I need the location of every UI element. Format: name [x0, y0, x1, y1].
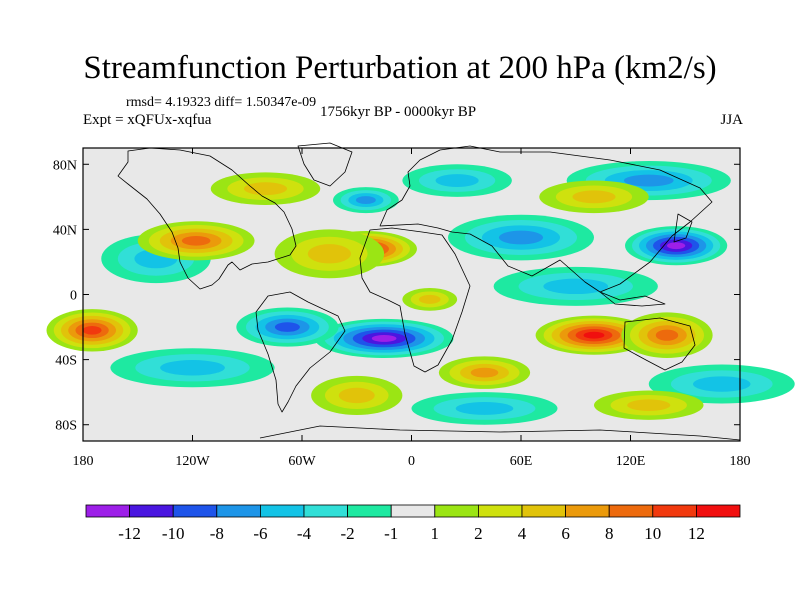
colorbar-swatch-9 [477, 504, 523, 518]
colorbar-label-3: -6 [253, 524, 267, 543]
anomaly-13-band-2 [307, 244, 351, 264]
anomaly-21-band-2 [418, 294, 441, 304]
anomaly-8-band-2 [543, 278, 609, 295]
anomaly-17-band-5 [82, 325, 102, 335]
axis-ticks: 180 120W 60W 0 60E 120E 180 80N 40N 0 40S 80S [53, 148, 751, 469]
lat-tick-label-3: 40S [55, 354, 77, 369]
colorbar-swatch-0 [85, 504, 130, 518]
colorbar-swatch-2 [172, 504, 218, 518]
anomaly-15-band-6 [583, 331, 605, 339]
coast-greenland [297, 142, 353, 187]
anomaly-9-band-2 [160, 360, 225, 376]
colorbar-swatch-7 [390, 504, 436, 518]
colorbar-label-1: -10 [162, 524, 185, 543]
coast-japan [673, 213, 693, 243]
anomaly-4-band-2 [435, 174, 479, 187]
time-period-label: 1756kyr BP - 0000kyr BP [320, 104, 477, 120]
colorbar-label-5: -2 [341, 524, 355, 543]
coast-south-america [255, 291, 346, 413]
lon-tick-label-2: 60W [288, 454, 316, 469]
contour-field [46, 148, 795, 441]
colorbar-label-7: 1 [431, 524, 440, 543]
season-label: JJA [720, 112, 743, 128]
anomaly-19-band-2 [572, 190, 616, 204]
colorbar-label-9: 4 [518, 524, 527, 543]
anomaly-22-band-2 [338, 387, 375, 404]
anomaly-11-band-2 [455, 402, 514, 415]
anomaly-23-band-2 [627, 399, 671, 411]
anomaly-6-band-3 [498, 230, 544, 245]
coast-africa [359, 227, 471, 373]
anomaly-2-band-4 [274, 322, 300, 332]
colorbar-swatch-1 [129, 504, 174, 518]
lat-tick-label-4: 80S [55, 419, 77, 434]
colorbar-swatch-14 [696, 504, 741, 518]
experiment-label: Expt = xQFUx-xqfua [83, 112, 212, 128]
lon-tick-label-0: 180 [73, 454, 94, 469]
colorbar-label-4: -4 [297, 524, 312, 543]
anomaly-0-band-6 [667, 242, 686, 250]
lon-tick-label-4: 60E [510, 454, 533, 469]
lat-tick-label-0: 80N [53, 158, 77, 173]
coast-australia [623, 317, 696, 371]
colorbar-label-6: -1 [384, 524, 398, 543]
colorbar-label-2: -8 [210, 524, 224, 543]
anomaly-16-band-4 [655, 329, 679, 341]
anomaly-18-band-3 [470, 367, 499, 378]
lat-tick-label-2: 0 [70, 289, 77, 304]
lon-tick-label-1: 120W [175, 454, 210, 469]
lat-tick-label-1: 40N [53, 223, 77, 238]
anomaly-1-band-6 [371, 334, 397, 342]
lon-tick-label-6: 180 [730, 454, 751, 469]
colorbar-label-13: 12 [688, 524, 705, 543]
chart-title: Streamfunction Perturbation at 200 hPa (… [83, 50, 717, 86]
colorbar: -12 -10 -8 -6 -4 -2 -1 1 2 4 6 8 10 12 [85, 504, 741, 543]
colorbar-swatch-3 [216, 504, 261, 518]
anomaly-20-band-2 [243, 182, 288, 196]
coast-north-america [117, 147, 297, 290]
coast-indonesia [599, 291, 666, 307]
colorbar-label-0: -12 [118, 524, 141, 543]
colorbar-label-11: 8 [605, 524, 614, 543]
coastlines [117, 142, 741, 441]
anomaly-3-band-3 [623, 174, 674, 187]
anomaly-5-band-3 [355, 196, 376, 205]
coast-eurasia [379, 145, 713, 293]
coast-antarctica [259, 425, 741, 441]
colorbar-label-8: 2 [474, 524, 483, 543]
colorbar-swatch-10 [521, 504, 566, 518]
lon-tick-label-5: 120E [616, 454, 646, 469]
colorbar-swatch-13 [652, 504, 697, 518]
anomaly-10-band-2 [692, 376, 751, 392]
colorbar-swatch-11 [565, 504, 610, 518]
colorbar-swatch-8 [434, 504, 479, 518]
lon-tick-label-3: 0 [408, 454, 415, 469]
colorbar-swatch-6 [347, 504, 392, 518]
rmsd-diff-stats: rmsd= 4.19323 diff= 1.50347e-09 [126, 95, 317, 110]
colorbar-swatch-5 [303, 504, 348, 518]
anomaly-14-band-4 [181, 235, 211, 246]
colorbar-swatch-12 [608, 504, 654, 518]
colorbar-swatch-4 [259, 504, 305, 518]
colorbar-label-12: 10 [644, 524, 661, 543]
colorbar-label-10: 6 [561, 524, 570, 543]
